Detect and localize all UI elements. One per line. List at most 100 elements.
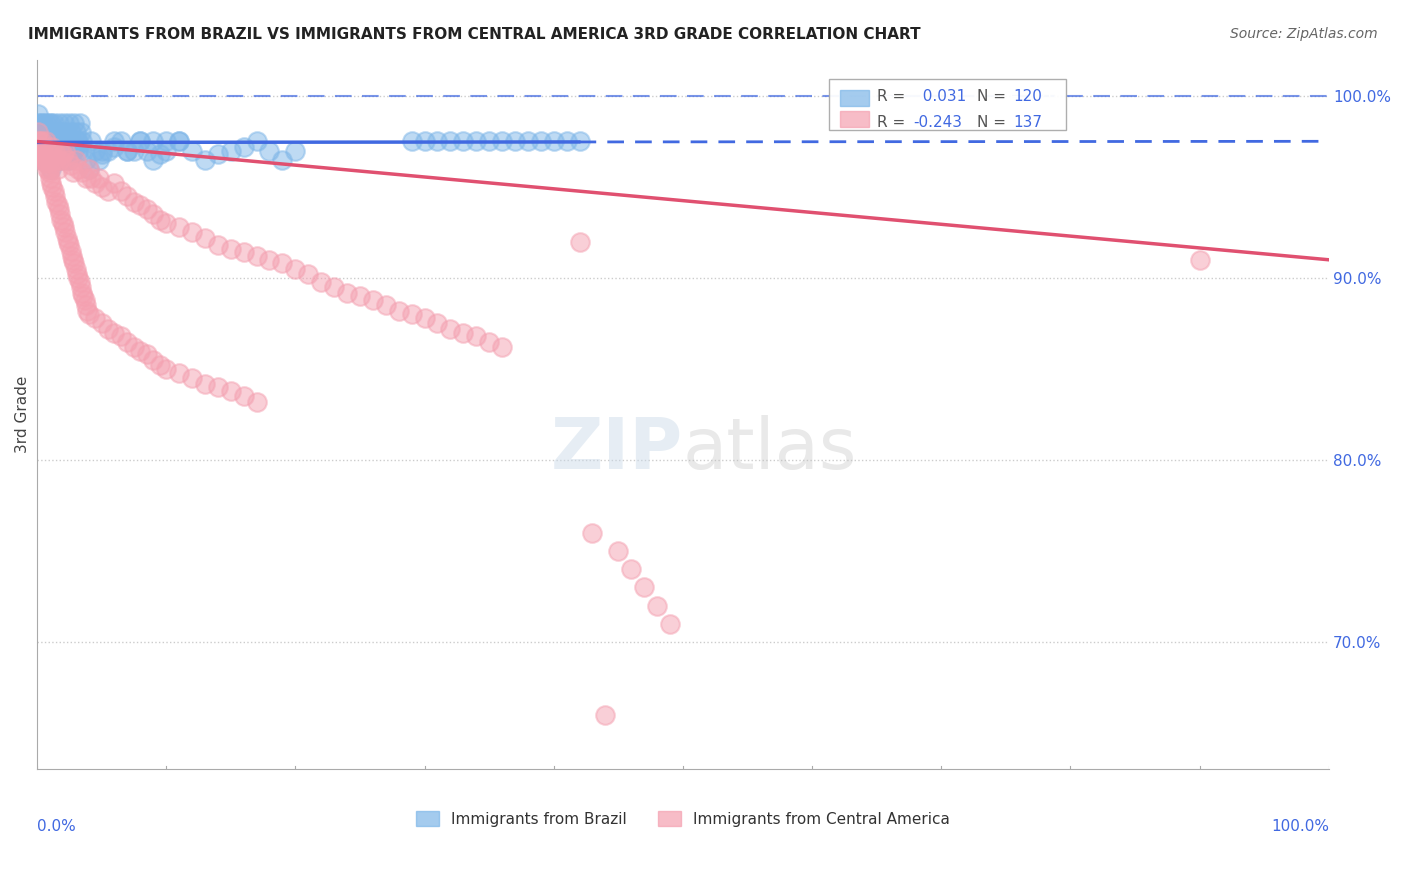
Point <box>31 144 53 158</box>
Point <box>73 293 96 307</box>
Point <box>46 153 69 167</box>
Point <box>49 144 72 158</box>
Text: Source: ZipAtlas.com: Source: ZipAtlas.com <box>1230 27 1378 41</box>
Text: IMMIGRANTS FROM BRAZIL VS IMMIGRANTS FROM CENTRAL AMERICA 3RD GRADE CORRELATION : IMMIGRANTS FROM BRAZIL VS IMMIGRANTS FRO… <box>28 27 921 42</box>
Point <box>103 140 125 154</box>
Point <box>259 252 281 267</box>
Point <box>75 170 97 185</box>
Point <box>41 140 63 154</box>
Text: ZIP: ZIP <box>551 416 683 484</box>
Point <box>309 275 332 289</box>
Point <box>555 135 578 149</box>
Point <box>84 144 107 158</box>
Point <box>401 135 423 149</box>
Point <box>232 140 254 154</box>
Point <box>142 135 165 149</box>
Point <box>32 153 55 167</box>
Legend: Immigrants from Brazil, Immigrants from Central America: Immigrants from Brazil, Immigrants from … <box>411 805 956 832</box>
Point <box>568 135 591 149</box>
Point <box>30 153 52 167</box>
Text: R =   0.031   N = 120
   R = -0.243   N = 137: R = 0.031 N = 120 R = -0.243 N = 137 <box>838 88 1057 120</box>
Point <box>55 231 77 245</box>
Point <box>65 261 87 276</box>
Text: N =: N = <box>977 89 1007 104</box>
Point <box>491 135 513 149</box>
Point <box>53 220 76 235</box>
Point <box>659 616 682 631</box>
Point <box>232 389 254 403</box>
Point <box>77 161 100 176</box>
Point <box>135 202 157 216</box>
Point <box>53 116 76 130</box>
Text: R =: R = <box>877 89 905 104</box>
Point <box>35 116 58 130</box>
Point <box>75 153 97 167</box>
Point <box>60 147 83 161</box>
Point <box>426 317 449 331</box>
Point <box>80 135 103 149</box>
Point <box>59 158 82 172</box>
Point <box>194 376 217 391</box>
Point <box>41 140 63 154</box>
Point <box>103 177 125 191</box>
Point <box>97 322 120 336</box>
Point <box>28 135 51 149</box>
Point <box>32 125 55 139</box>
Point <box>51 153 73 167</box>
Point <box>129 343 152 358</box>
Point <box>75 298 97 312</box>
Point <box>44 125 66 139</box>
Point <box>38 116 60 130</box>
Point <box>219 144 242 158</box>
Point <box>194 153 217 167</box>
Point <box>65 153 87 167</box>
Point <box>44 144 66 158</box>
Point <box>401 307 423 321</box>
Point <box>35 135 58 149</box>
Point <box>37 161 59 176</box>
Point <box>271 153 294 167</box>
Point <box>66 268 89 282</box>
Point <box>56 153 79 167</box>
Point <box>52 144 75 158</box>
Point <box>39 125 62 139</box>
Point <box>245 249 267 263</box>
Point <box>90 317 112 331</box>
Point <box>87 170 110 185</box>
Point <box>207 380 229 394</box>
Point <box>38 153 60 167</box>
Point <box>38 135 60 149</box>
Point <box>135 347 157 361</box>
Point <box>90 144 112 158</box>
Point <box>439 135 461 149</box>
Point <box>38 125 60 139</box>
Point <box>31 135 53 149</box>
Point <box>48 116 70 130</box>
Point <box>38 144 60 158</box>
Point <box>45 153 67 167</box>
Point <box>543 135 565 149</box>
Point <box>117 189 139 203</box>
Point <box>38 144 60 158</box>
Point <box>63 116 86 130</box>
Point <box>34 135 56 149</box>
Point <box>155 135 177 149</box>
Point <box>58 153 80 167</box>
Point <box>60 249 83 263</box>
Point <box>39 161 62 176</box>
Point <box>52 216 75 230</box>
Point <box>207 147 229 161</box>
Point <box>142 207 165 221</box>
Point <box>27 107 49 121</box>
Point <box>46 144 69 158</box>
Point <box>38 170 60 185</box>
Point <box>52 153 75 167</box>
Point <box>503 135 526 149</box>
Point <box>516 135 538 149</box>
Point <box>34 144 56 158</box>
Point <box>167 135 190 149</box>
Point <box>323 280 346 294</box>
Point <box>87 153 110 167</box>
Point <box>465 329 488 343</box>
Point <box>65 140 87 154</box>
